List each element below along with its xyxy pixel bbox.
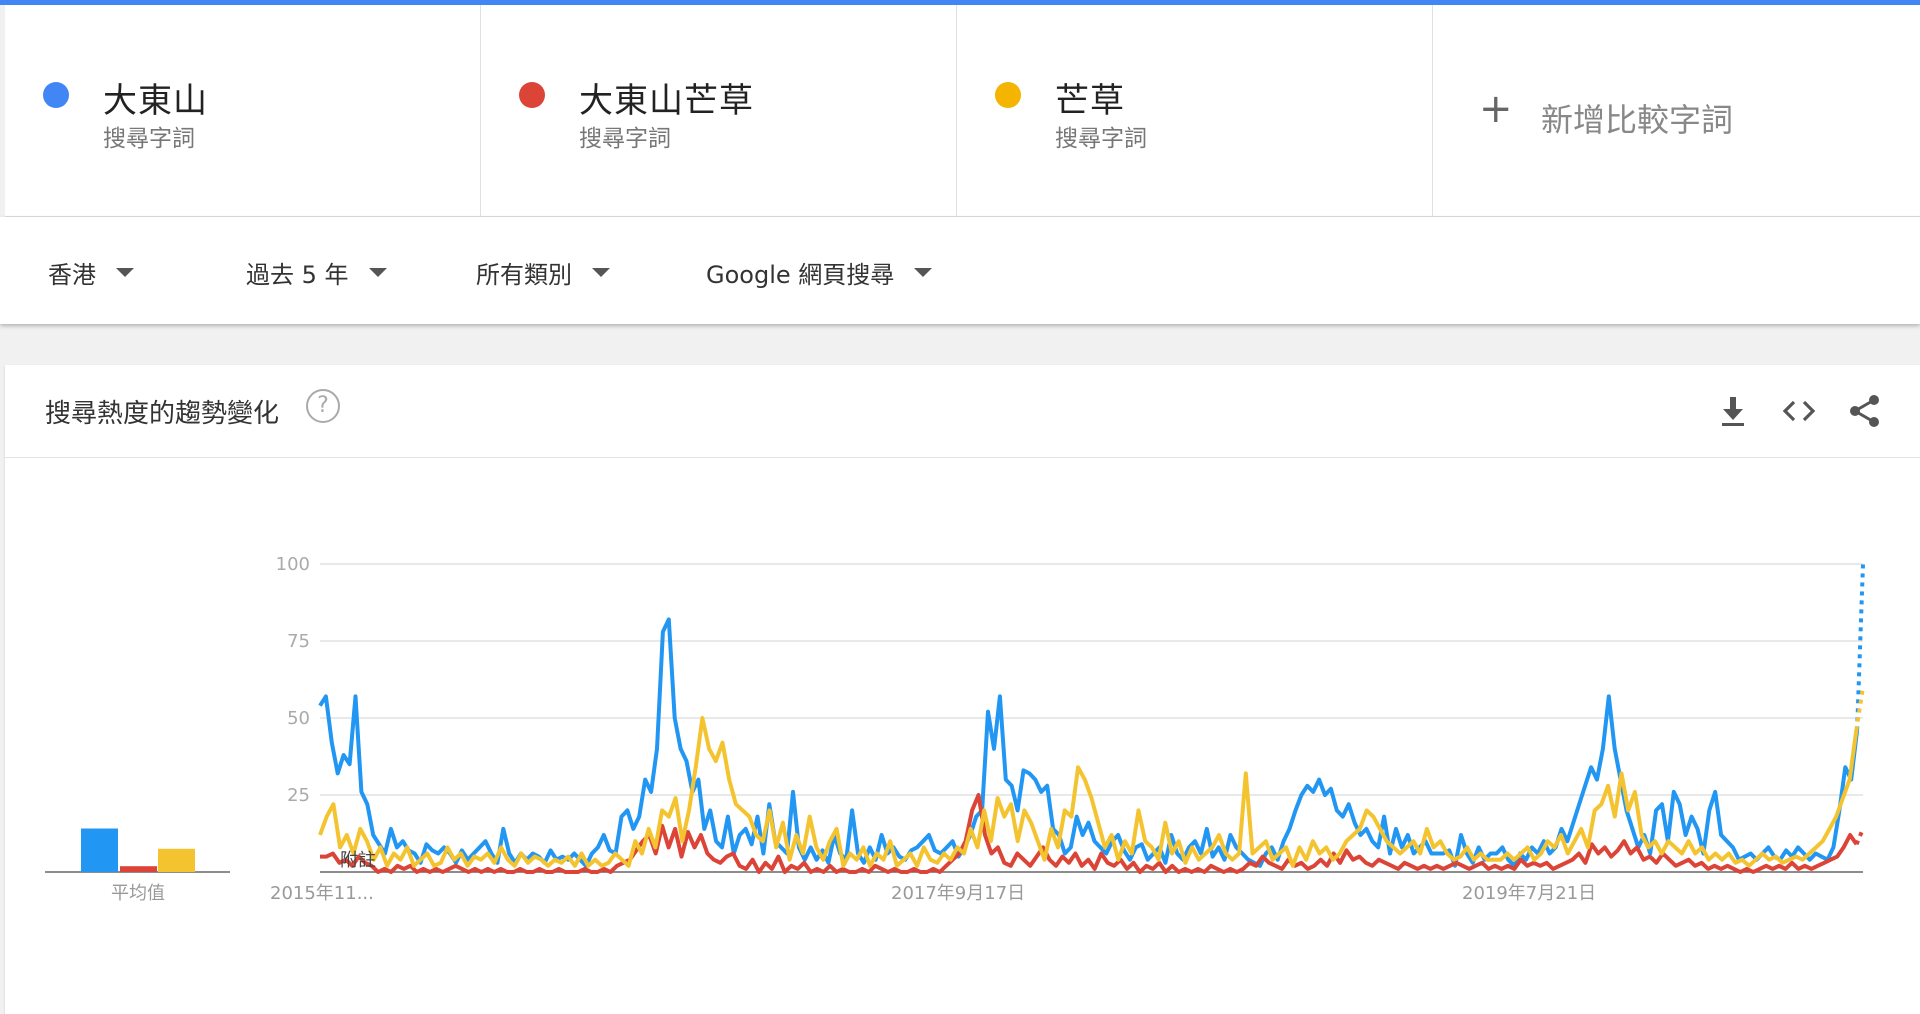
x-tick-label: 2017年9月17日 [891, 883, 1025, 904]
search-type-label: Google 網頁搜尋 [706, 261, 895, 289]
chevron-down-icon [914, 268, 933, 277]
term-color-dot [43, 82, 69, 108]
search-type-dropdown[interactable]: Google 網頁搜尋 [706, 255, 933, 290]
term-card-3[interactable]: 芒草 搜尋字詞 [957, 5, 1433, 216]
series-line-1 [318, 617, 1860, 868]
filter-bar: 香港 過去 5 年 所有類別 Google 網頁搜尋 [0, 217, 1920, 324]
average-bar-1 [81, 828, 118, 872]
interest-over-time-card: 搜尋熱度的趨勢變化 ? 25 50 75 100 2015年11... 2017年9月17… [5, 365, 1920, 1014]
series-partial-segment-2 [1854, 828, 1865, 846]
series-line-3 [318, 716, 1859, 868]
time-range-dropdown[interactable]: 過去 5 年 [246, 255, 387, 290]
card-title: 搜尋熱度的趨勢變化 [45, 399, 280, 429]
term-name: 芒草 [1055, 81, 1125, 121]
y-tick-label: 25 [287, 785, 310, 806]
term-name: 大東山 [103, 81, 208, 121]
term-card-2[interactable]: 大東山芒草 搜尋字詞 [481, 5, 957, 216]
plus-icon: + [1479, 86, 1513, 132]
average-bar-3 [158, 848, 195, 872]
top-accent-bar [0, 0, 1920, 5]
term-card-1[interactable]: 大東山 搜尋字詞 [5, 5, 481, 216]
x-tick-label: 2015年11... [270, 883, 374, 904]
chevron-down-icon [592, 268, 610, 277]
term-color-dot [519, 82, 545, 108]
category-dropdown[interactable]: 所有類別 [476, 255, 610, 290]
series-line-2 [320, 793, 1859, 874]
y-tick-label: 75 [287, 631, 310, 652]
term-color-dot [995, 82, 1021, 108]
card-header: 搜尋熱度的趨勢變化 ? [5, 365, 1920, 458]
term-type: 搜尋字詞 [579, 126, 671, 152]
term-type: 搜尋字詞 [103, 126, 195, 152]
chevron-down-icon [368, 268, 387, 277]
time-range-label: 過去 5 年 [246, 261, 349, 289]
category-label: 所有類別 [476, 261, 572, 289]
chart-annotation: 附註 [340, 850, 376, 871]
chevron-down-icon [116, 268, 134, 277]
region-dropdown[interactable]: 香港 [48, 255, 134, 290]
x-tick-label: 2019年7月21日 [1462, 883, 1596, 904]
average-bar-2 [120, 866, 157, 872]
add-term-label: 新增比較字詞 [1541, 101, 1734, 139]
series-partial-segment-1 [1855, 563, 1865, 731]
download-icon[interactable] [1713, 391, 1753, 431]
trend-chart: 25 50 75 100 2015年11... 2017年9月17日 2019年7月21日 附… [45, 554, 1865, 904]
region-label: 香港 [48, 261, 96, 289]
series-partial-segment-3 [1854, 686, 1865, 731]
term-type: 搜尋字詞 [1055, 126, 1147, 152]
average-label: 平均值 [111, 883, 165, 904]
embed-code-icon[interactable] [1779, 391, 1819, 431]
add-comparison-term-button[interactable]: + 新增比較字詞 [1433, 5, 1920, 216]
share-icon[interactable] [1845, 391, 1885, 431]
term-name: 大東山芒草 [579, 81, 754, 121]
help-icon[interactable]: ? [306, 389, 340, 423]
y-tick-label: 100 [276, 554, 310, 575]
comparison-terms-bar: 大東山 搜尋字詞 大東山芒草 搜尋字詞 芒草 搜尋字詞 + 新增比較字詞 [5, 5, 1920, 217]
y-tick-label: 50 [287, 708, 310, 729]
